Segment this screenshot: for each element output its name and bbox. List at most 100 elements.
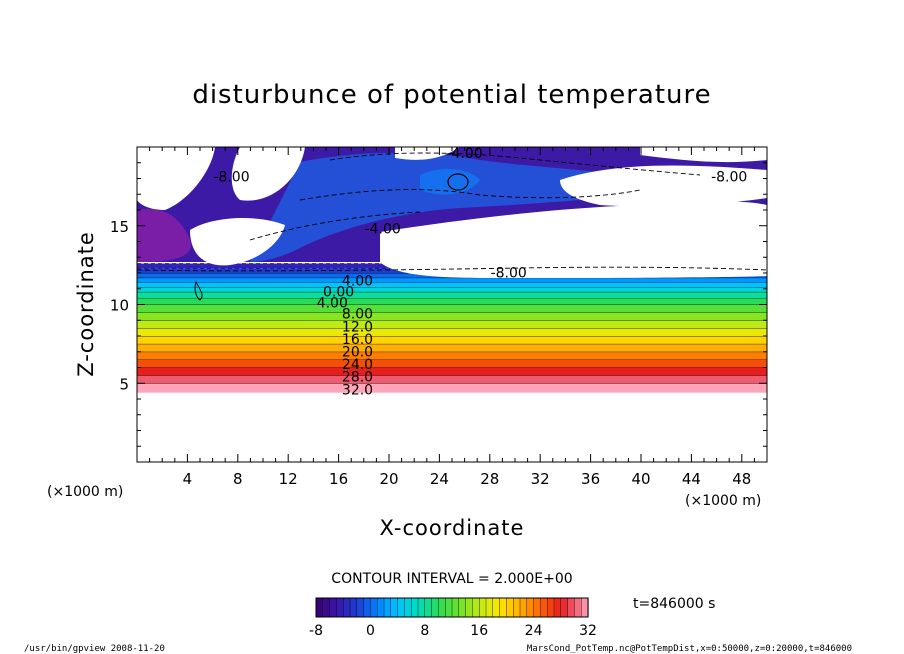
x-tick-label: 24 — [430, 470, 449, 488]
y-tick-label: 15 — [110, 218, 129, 236]
x-tick-label: 12 — [279, 470, 298, 488]
masked-region — [137, 147, 767, 278]
contour-label: -4.00 — [365, 222, 401, 238]
negative-contours — [137, 152, 767, 272]
cold-plume-core — [250, 152, 640, 262]
masked-patch — [231, 147, 305, 201]
temperature-layer — [137, 367, 767, 376]
violet-fringe — [137, 208, 191, 262]
masked-patch — [137, 147, 215, 210]
contour-label: 12.0 — [342, 319, 373, 335]
temperature-layer — [137, 336, 767, 344]
colorbar-segment — [383, 597, 392, 618]
x-axis-label: X-coordinate — [380, 516, 525, 540]
colorbar-segment — [356, 597, 365, 618]
colorbar-segment — [343, 597, 351, 618]
contour-label: -8.00 — [711, 170, 747, 186]
temperature-layer — [137, 282, 767, 288]
x-tick-label: 4 — [183, 470, 193, 488]
contour-label: 20.0 — [342, 344, 373, 360]
colorbar-segment — [547, 597, 555, 618]
x-tick-label: 44 — [682, 470, 701, 488]
masked-patch — [560, 165, 767, 207]
temperature-layer — [137, 277, 767, 283]
colorbar-segment — [315, 597, 324, 618]
colorbar-segment — [370, 597, 378, 618]
x-tick-label: 40 — [631, 470, 650, 488]
contour-label: -8.00 — [491, 266, 527, 282]
contour-line — [299, 189, 641, 201]
colorbar-tick-label: 16 — [470, 623, 488, 639]
x-tick-label: 36 — [581, 470, 600, 488]
masked-patch — [640, 147, 767, 163]
contour-line — [447, 173, 469, 191]
colorbar-frame — [315, 597, 589, 618]
y-axis-label: Z-coordinate — [74, 231, 98, 377]
colorbar-segment — [540, 597, 548, 618]
contour-labels: -4.00-8.00 -8.00-4.00-8.004.000.004.008.0… — [213, 146, 747, 398]
temperature-layer — [137, 312, 767, 321]
colorbar-tick-label: 24 — [525, 623, 543, 639]
colorbar-segment — [458, 597, 467, 618]
colorbar-segment — [513, 597, 521, 618]
x-tick-label: 8 — [233, 470, 243, 488]
colorbar-segment — [390, 597, 399, 618]
x-tick-label: 32 — [531, 470, 550, 488]
colorbar-segment — [526, 597, 535, 618]
temperature-layer — [137, 304, 767, 313]
colorbar: -8 0 8 16 24 32 — [309, 597, 597, 639]
x-tick-label: 20 — [379, 470, 398, 488]
contour-line — [137, 266, 767, 272]
x-unit-right: (×1000 m) — [685, 493, 761, 509]
colorbar-tick-label: 0 — [366, 623, 375, 639]
colorbar-segment — [397, 597, 406, 618]
contour-label: 8.00 — [342, 307, 373, 323]
x-tick-label: 28 — [480, 470, 499, 488]
temperature-layer — [137, 343, 767, 352]
y-tick-label: 10 — [110, 297, 129, 315]
y-tick-label: 5 — [119, 375, 129, 393]
colorbar-segment — [411, 597, 419, 618]
contour-line — [194, 280, 203, 301]
colorbar-segment — [377, 597, 385, 618]
contour-line — [249, 211, 421, 241]
x-axis: 4 8 12 16 20 24 28 32 36 40 44 48 — [149, 147, 755, 488]
contour-label: 4.00 — [342, 274, 373, 290]
colorbar-segment — [479, 597, 487, 618]
masked-patch — [380, 201, 767, 278]
temperature-layer — [137, 291, 767, 299]
colorbar-segment — [349, 597, 358, 618]
colorbar-tick-label: 32 — [579, 623, 597, 639]
contour-label: 24.0 — [342, 357, 373, 373]
colorbar-segment — [417, 597, 426, 618]
colorbar-segment — [465, 597, 474, 618]
colorbar-segment — [485, 597, 494, 618]
colorbar-segment — [363, 597, 372, 618]
colorbar-tick-label: -8 — [309, 623, 323, 639]
colorbar-segment — [445, 597, 453, 618]
colorbar-segment — [506, 597, 514, 618]
contour-label: -4.00 — [446, 146, 482, 162]
temperature-layer — [137, 328, 767, 336]
colorbar-segment — [431, 597, 440, 618]
plot-area — [137, 147, 767, 393]
contour-line — [329, 152, 701, 176]
colorbar-segment — [424, 597, 433, 618]
colorbar-segment — [560, 597, 569, 618]
chart-title: disturbunce of potential temperature — [192, 80, 711, 110]
temperature-layer — [137, 359, 767, 368]
temperature-layer — [137, 298, 767, 305]
temperature-layer — [137, 375, 767, 384]
colorbar-segment — [567, 597, 575, 618]
colorbar-segment — [438, 597, 446, 618]
colorbar-segment — [329, 597, 338, 618]
temperature-layers — [137, 263, 767, 393]
colorbar-segment — [581, 597, 589, 618]
x-unit-left: (×1000 m) — [47, 484, 123, 500]
colorbar-segment — [492, 597, 501, 618]
colorbar-segment — [472, 597, 480, 618]
colorbar-segment — [404, 597, 412, 618]
colorbar-segment — [336, 597, 344, 618]
time-label: t=846000 s — [633, 596, 715, 612]
masked-patch — [190, 218, 285, 266]
